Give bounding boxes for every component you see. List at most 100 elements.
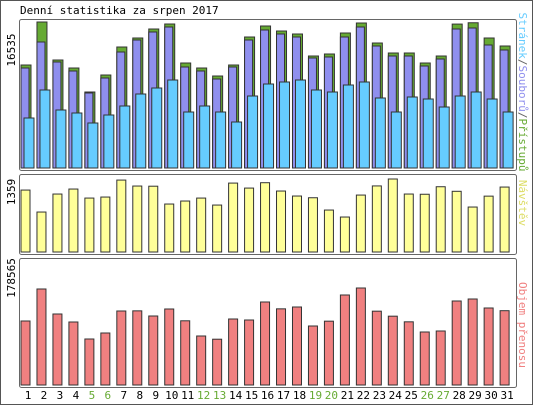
bar (260, 182, 271, 253)
bar (199, 105, 211, 169)
bar (52, 193, 63, 253)
x-tick-label: 11 (181, 389, 194, 402)
x-tick-label: 17 (277, 389, 290, 402)
x-tick-label: 18 (293, 389, 306, 402)
bar (307, 197, 318, 253)
x-tick-label: 1 (25, 389, 32, 402)
x-tick-label: 7 (121, 389, 128, 402)
bar (279, 81, 291, 169)
legend-entry: Objem přenosu (516, 282, 529, 368)
y-tick-label: 16535 (5, 33, 18, 66)
bar (355, 194, 366, 253)
bar (39, 89, 51, 169)
x-tick-label: 28 (453, 389, 466, 402)
x-tick-label: 19 (309, 389, 322, 402)
bar (20, 189, 31, 253)
bar (387, 315, 398, 386)
bar (132, 185, 143, 253)
bar (294, 79, 306, 169)
bar (467, 206, 478, 253)
bar (499, 186, 510, 253)
bar (419, 193, 430, 253)
bar (467, 298, 478, 386)
bar (119, 105, 131, 169)
bar (212, 204, 223, 253)
bar (84, 338, 95, 386)
bar (502, 111, 514, 169)
bar (406, 96, 418, 169)
bar (116, 179, 127, 253)
x-tick-label: 15 (245, 389, 258, 402)
x-tick-label: 30 (485, 389, 498, 402)
x-tick-label: 8 (136, 389, 143, 402)
bar (260, 301, 271, 386)
x-tick-label: 2 (41, 389, 48, 402)
bar (55, 109, 67, 169)
y-tick-label: 178565 (5, 258, 18, 298)
bar (247, 95, 259, 169)
bar (183, 111, 195, 169)
bar (387, 178, 398, 253)
x-tick-label: 31 (500, 389, 513, 402)
legend: Stránek/Souborů/Přístupů (516, 13, 529, 172)
chart-title: Denní statistika za srpen 2017 (20, 4, 219, 17)
bar (20, 320, 31, 386)
bar (116, 310, 127, 386)
bar (307, 325, 318, 386)
bar (310, 89, 322, 169)
legend-entry: Přístupů (516, 118, 529, 171)
bar (374, 97, 386, 169)
bar (84, 197, 95, 253)
bar (135, 93, 147, 169)
bar (342, 84, 354, 169)
bar (435, 330, 446, 386)
bar (196, 335, 207, 386)
bar (358, 81, 370, 169)
bar (228, 182, 239, 253)
x-tick-label: 6 (105, 389, 112, 402)
bar (276, 190, 287, 253)
bar (339, 216, 350, 253)
x-tick-label: 22 (357, 389, 370, 402)
panel (19, 258, 517, 388)
bar (52, 313, 63, 386)
x-tick-label: 9 (152, 389, 159, 402)
bar (164, 308, 175, 386)
bar (483, 307, 494, 386)
legend-entry: Stránek (516, 13, 529, 60)
bar (244, 187, 255, 253)
x-tick-label: 14 (229, 389, 243, 402)
bar (196, 197, 207, 253)
x-tick-label: 21 (341, 389, 354, 402)
bar (71, 112, 83, 169)
bar (291, 195, 302, 253)
bar (36, 211, 47, 253)
legend-entry: Návštěv (516, 180, 529, 227)
bar (151, 87, 163, 169)
bar (276, 308, 287, 386)
bar (291, 306, 302, 386)
panel (19, 19, 517, 171)
bar (103, 114, 115, 169)
bar (231, 121, 243, 169)
legend-separator: / (516, 112, 529, 119)
bar (263, 83, 275, 169)
x-tick-label: 13 (213, 389, 226, 402)
bar (403, 193, 414, 253)
bar (323, 209, 334, 253)
bar (371, 310, 382, 386)
bar (435, 186, 446, 253)
bar (68, 188, 79, 253)
bar (339, 294, 350, 386)
bar (23, 117, 35, 169)
bar (486, 98, 498, 169)
x-tick-label: 26 (421, 389, 434, 402)
bar (215, 111, 227, 169)
bar (68, 321, 79, 386)
bar (470, 91, 482, 169)
bar (422, 98, 434, 169)
bar (164, 203, 175, 253)
bar (167, 79, 179, 169)
bar (212, 338, 223, 386)
bar (326, 91, 338, 169)
